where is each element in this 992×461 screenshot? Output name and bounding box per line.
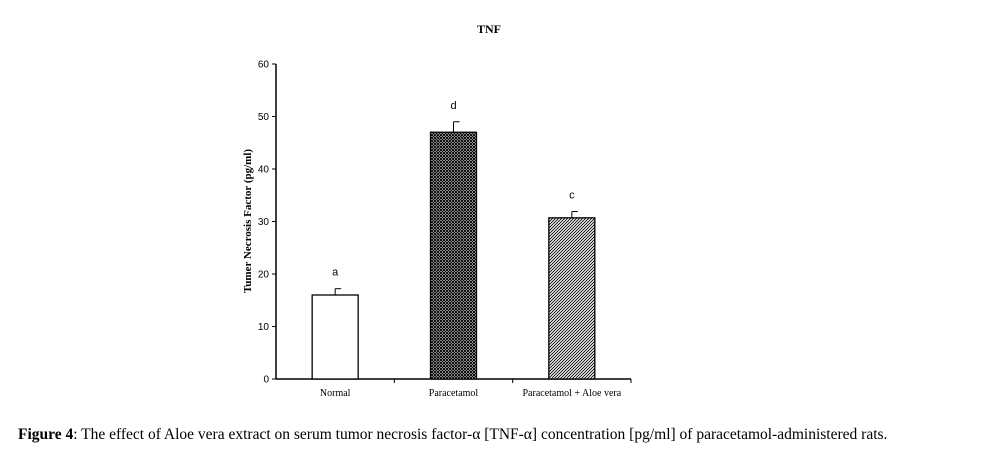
x-axis: Normal Paracetamol Paracetamol + Aloe vera [276, 378, 632, 399]
y-tick-label: 20 [258, 270, 270, 281]
significance-label: a [332, 267, 339, 279]
y-tick-label: 40 [258, 165, 270, 176]
bars-group: a d c [311, 100, 596, 380]
y-tick-label: 0 [263, 375, 269, 386]
y-tick-label: 60 [258, 60, 270, 71]
y-tick-label: 50 [258, 112, 270, 123]
bar [548, 217, 596, 380]
caption-text: : The effect of Aloe vera extract on ser… [73, 426, 888, 443]
y-tick-label: 30 [258, 217, 270, 228]
y-axis-label: Tumer Necrosis Factor (pg/ml) [242, 149, 254, 293]
bar [311, 294, 359, 380]
bar [429, 131, 478, 380]
x-tick-label: Normal [320, 388, 351, 399]
significance-label: d [450, 100, 456, 112]
figure-label: Figure 4 [18, 426, 74, 443]
chart-title: TNF [477, 22, 501, 36]
x-tick-label: Paracetamol [429, 388, 479, 399]
y-axis: 0 10 20 30 40 50 60 [258, 60, 277, 386]
x-tick-label: Paracetamol + Aloe vera [523, 388, 622, 399]
figure-caption: Figure 4: The effect of Aloe vera extrac… [18, 426, 978, 444]
y-tick-label: 10 [258, 322, 270, 333]
significance-label: c [569, 190, 575, 202]
tnf-bar-chart: TNF Tumer Necrosis Factor (pg/ml) 0 10 20 3… [242, 22, 632, 399]
